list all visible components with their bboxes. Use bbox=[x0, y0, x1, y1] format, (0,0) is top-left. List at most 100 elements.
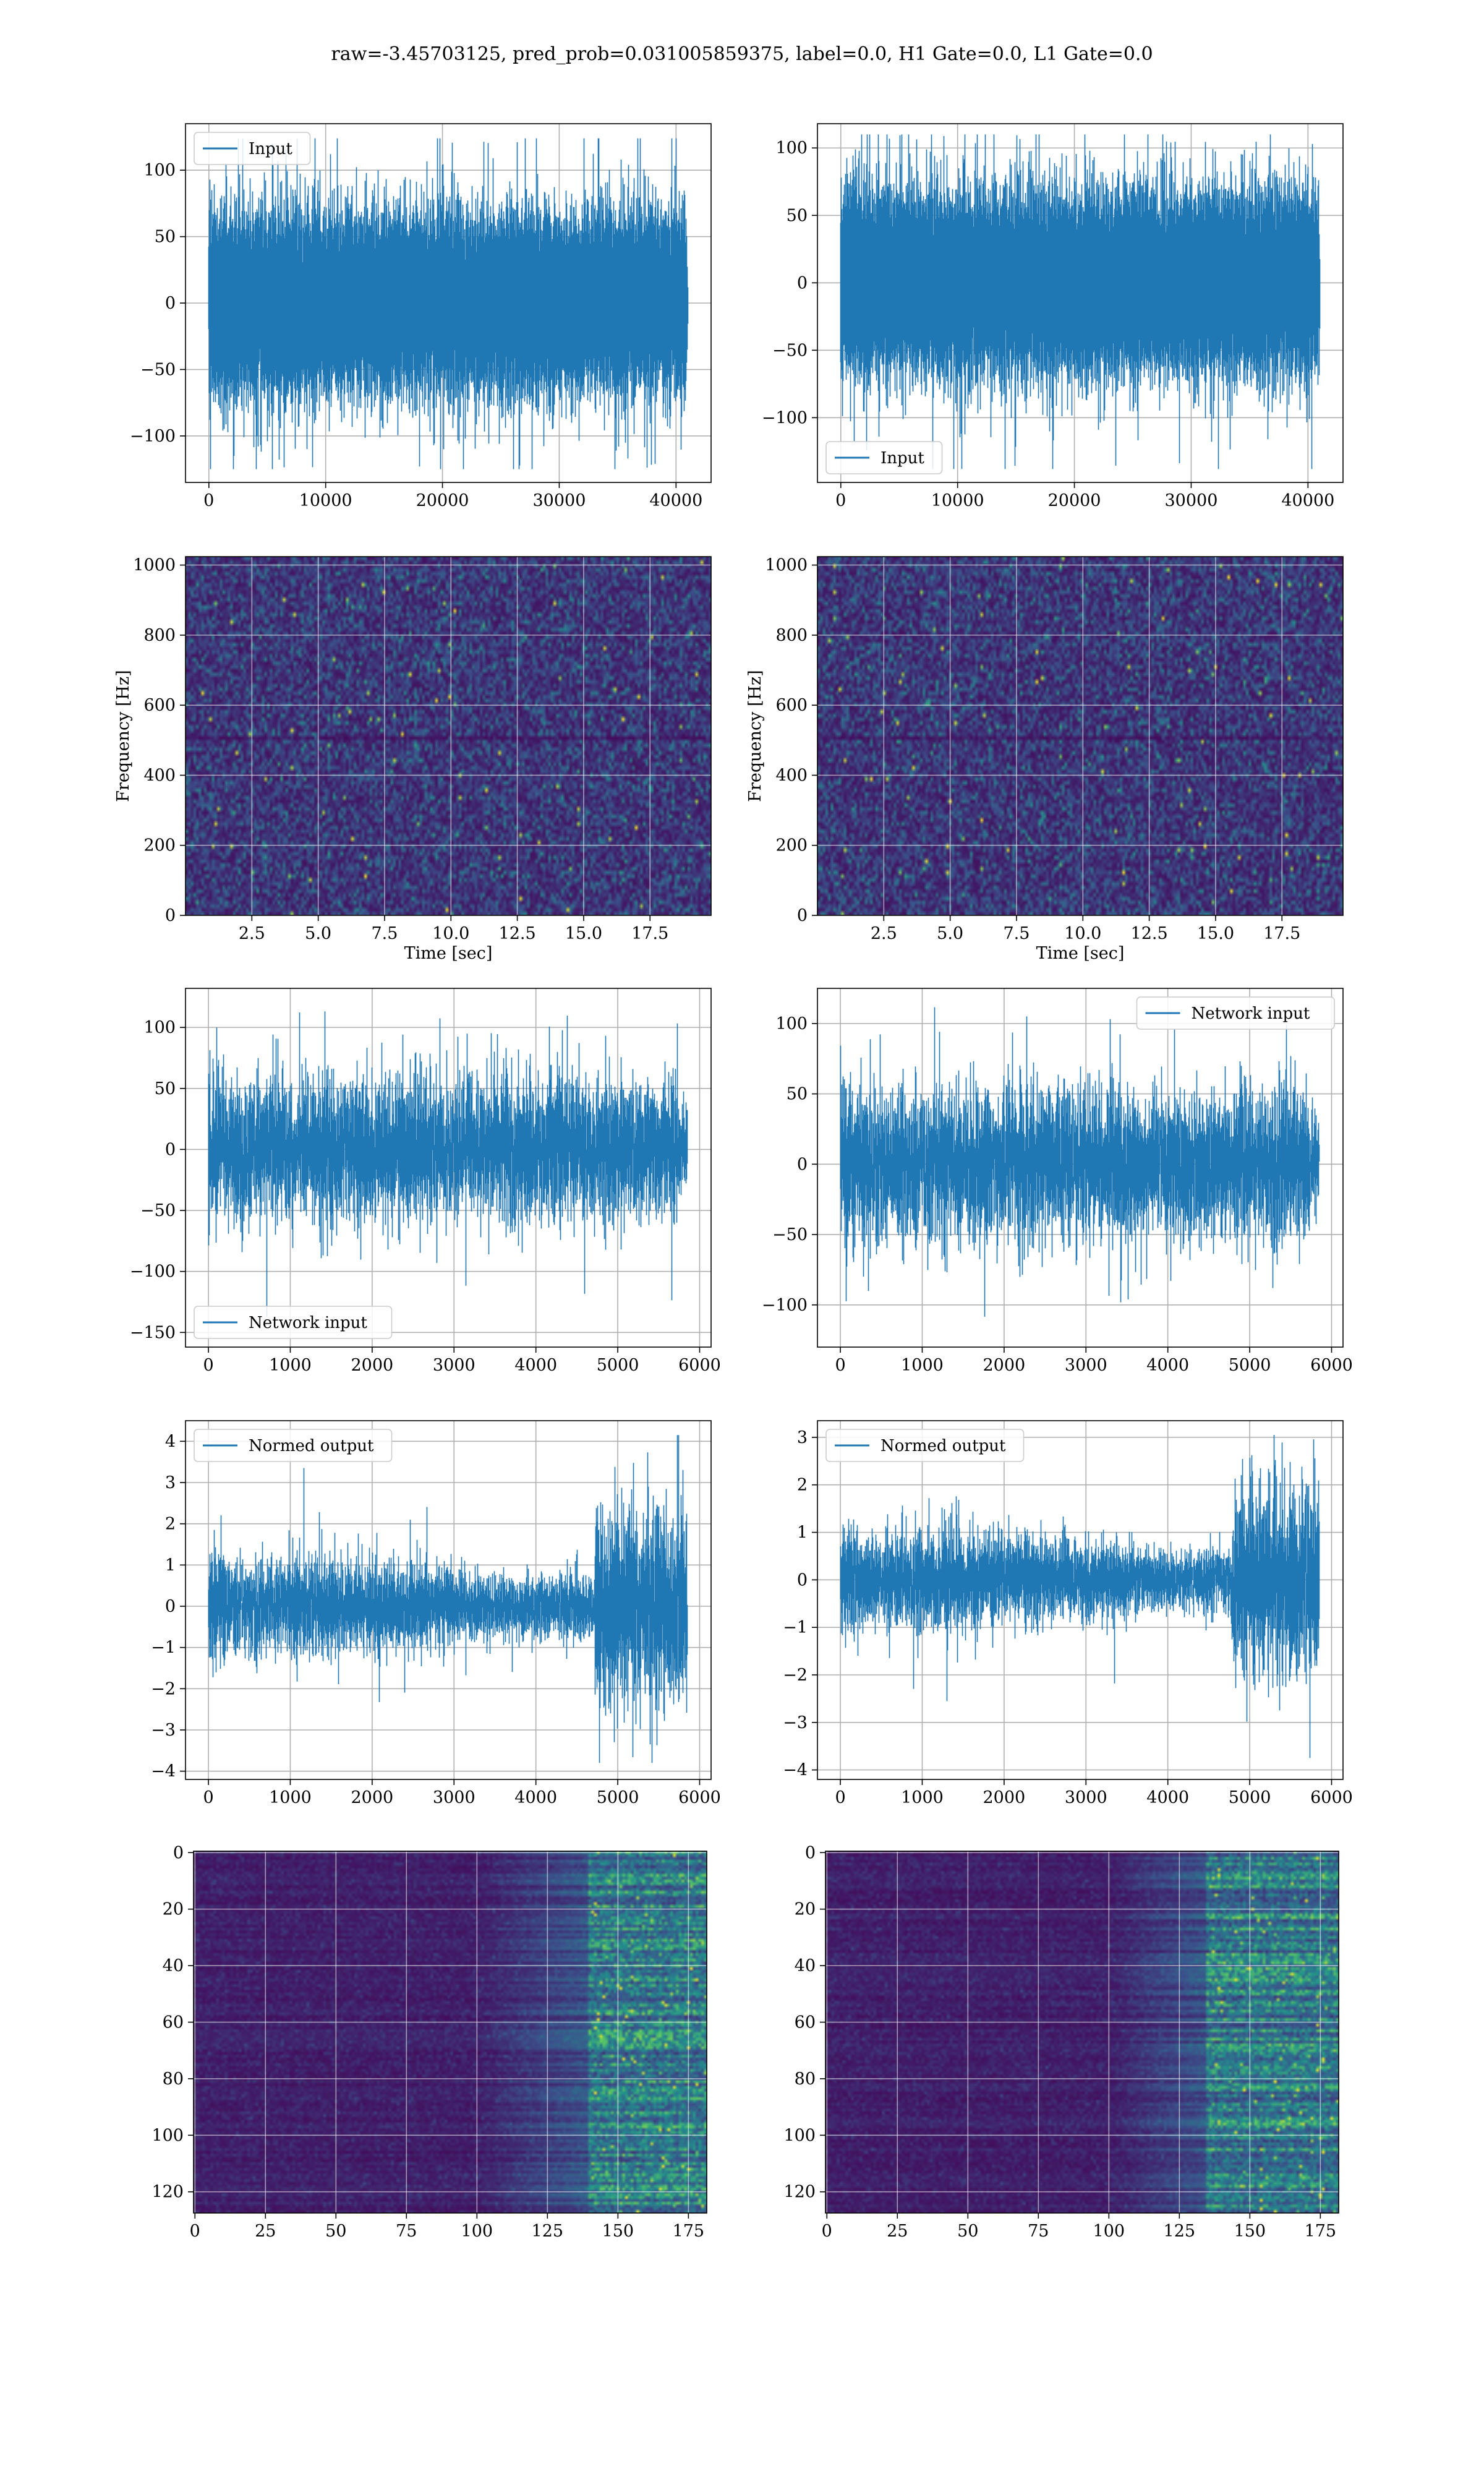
y-tick-label: 200 bbox=[143, 836, 176, 855]
y-tick-label: 200 bbox=[775, 836, 808, 855]
legend: Normed output bbox=[194, 1429, 393, 1462]
y-tick-label: 120 bbox=[783, 2183, 816, 2202]
y-tick-label: 80 bbox=[795, 2070, 816, 2089]
y-tick-label: 400 bbox=[143, 766, 176, 785]
x-tick-label: 0 bbox=[822, 2222, 832, 2241]
x-tick-label: 0 bbox=[835, 1788, 845, 1807]
series-line bbox=[208, 138, 689, 469]
figure-title: raw=-3.45703125, pred_prob=0.03100585937… bbox=[331, 43, 1153, 65]
y-tick-label: 3 bbox=[797, 1428, 808, 1447]
y-tick-label: 0 bbox=[165, 1597, 176, 1616]
y-tick-label: 0 bbox=[797, 1570, 808, 1590]
x-tick-label: 0 bbox=[203, 1788, 213, 1807]
y-tick-label: −100 bbox=[130, 427, 176, 446]
heatmap-image bbox=[825, 1851, 1339, 2213]
x-tick-label: 3000 bbox=[433, 1356, 475, 1375]
legend-box bbox=[194, 132, 311, 165]
x-tick-label: 7.5 bbox=[1003, 924, 1030, 943]
series-line bbox=[840, 134, 1321, 469]
chart-embedding-l1: 0 25 50 75 100 125 150 175 0 20 40 60 80 100 120 bbox=[783, 1845, 1339, 2241]
y-tick-label: 20 bbox=[795, 1900, 816, 1919]
x-tick-label: 175 bbox=[1305, 2222, 1337, 2241]
y-tick-label: 4 bbox=[165, 1432, 176, 1451]
legend-label: Network input bbox=[249, 1314, 367, 1332]
y-tick-label: 50 bbox=[155, 1079, 176, 1098]
x-tick-label: 6000 bbox=[678, 1356, 721, 1375]
chart-normed-output-h1: 0 1000 2000 3000 4000 5000 6000 −4 −3 −2 −1 0 1 2 3 4 No… bbox=[151, 1420, 721, 1807]
x-tick-label: 2.5 bbox=[239, 924, 265, 943]
x-tick-label: 0 bbox=[203, 1356, 213, 1375]
legend: Input bbox=[194, 132, 311, 165]
x-tick-label: 6000 bbox=[678, 1788, 721, 1807]
y-tick-label: 400 bbox=[775, 766, 808, 785]
y-tick-label: −50 bbox=[140, 1201, 176, 1220]
y-tick-label: 800 bbox=[143, 626, 176, 645]
x-tick-label: 0 bbox=[835, 491, 846, 510]
x-tick-label: 2000 bbox=[983, 1788, 1026, 1807]
y-tick-label: 40 bbox=[163, 1956, 184, 1975]
y-tick-label: 0 bbox=[165, 1140, 176, 1159]
x-tick-label: 100 bbox=[1093, 2222, 1125, 2241]
x-tick-label: 4000 bbox=[1146, 1356, 1189, 1375]
x-tick-label: 4000 bbox=[1146, 1788, 1189, 1807]
y-tick-label: 2 bbox=[165, 1515, 176, 1534]
y-tick-label: 120 bbox=[151, 2183, 184, 2202]
legend: Normed output bbox=[825, 1429, 1025, 1462]
x-tick-label: 10.0 bbox=[1064, 924, 1101, 943]
axes-frame bbox=[185, 556, 712, 916]
y-tick-label: −50 bbox=[772, 1225, 808, 1244]
chart-spectrogram-h1: 2.5 5.0 7.5 10.0 12.5 15.0 17.5 0 200 400 600 800 10… bbox=[114, 556, 712, 963]
y-tick-label: 1 bbox=[165, 1556, 176, 1575]
legend-box bbox=[825, 1429, 1025, 1462]
chart-embedding-h1: 0 25 50 75 100 125 150 175 0 20 40 60 80 100 120 bbox=[151, 1845, 707, 2241]
x-tick-label: 3000 bbox=[1065, 1356, 1107, 1375]
y-tick-label: 100 bbox=[775, 1014, 808, 1034]
x-tick-label: 2000 bbox=[983, 1356, 1026, 1375]
y-tick-label: −50 bbox=[140, 360, 176, 379]
y-tick-label: −100 bbox=[762, 408, 808, 427]
y-tick-label: −3 bbox=[151, 1721, 176, 1740]
x-tick-label: 4000 bbox=[514, 1356, 557, 1375]
y-tick-label: 50 bbox=[787, 1085, 808, 1104]
y-tick-label: 0 bbox=[173, 1845, 184, 1862]
x-tick-label: 5.0 bbox=[937, 924, 963, 943]
y-tick-label: 800 bbox=[775, 626, 808, 645]
legend-label: Normed output bbox=[881, 1437, 1006, 1455]
axes-frame bbox=[817, 123, 1344, 483]
y-tick-label: 100 bbox=[143, 1018, 176, 1037]
legend-box bbox=[194, 1429, 393, 1462]
x-tick-label: 1000 bbox=[901, 1788, 944, 1807]
x-tick-label: 75 bbox=[396, 2222, 417, 2241]
y-tick-label: −1 bbox=[783, 1618, 808, 1637]
x-tick-label: 10.0 bbox=[432, 924, 469, 943]
x-tick-label: 5000 bbox=[597, 1788, 639, 1807]
y-tick-label: 0 bbox=[797, 1155, 808, 1174]
heatmap-image bbox=[186, 557, 711, 915]
x-tick-label: 25 bbox=[255, 2222, 276, 2241]
x-tick-label: 1000 bbox=[269, 1356, 312, 1375]
y-tick-label: 0 bbox=[165, 294, 176, 313]
y-tick-label: −4 bbox=[783, 1761, 808, 1780]
legend-label: Network input bbox=[1192, 1004, 1310, 1023]
y-tick-label: 1000 bbox=[765, 556, 808, 575]
axes-frame bbox=[193, 1851, 707, 2214]
y-tick-label: 50 bbox=[787, 206, 808, 225]
x-tick-label: 75 bbox=[1028, 2222, 1049, 2241]
y-tick-label: 60 bbox=[795, 2013, 816, 2032]
y-tick-label: 100 bbox=[775, 139, 808, 158]
grid bbox=[825, 1851, 1339, 2213]
x-axis-label: Time [sec] bbox=[1036, 944, 1125, 963]
x-tick-label: 30000 bbox=[532, 491, 586, 510]
x-tick-label: 100 bbox=[461, 2222, 493, 2241]
y-tick-label: −100 bbox=[762, 1296, 808, 1315]
x-tick-label: 10000 bbox=[931, 491, 984, 510]
chart-network-input-l1: 0 1000 2000 3000 4000 5000 6000 −100 −50 0 50 100 Ne… bbox=[762, 988, 1353, 1375]
x-tick-label: 6000 bbox=[1310, 1356, 1353, 1375]
y-axis-label: Frequency [Hz] bbox=[114, 670, 133, 802]
series-line bbox=[208, 1011, 688, 1317]
y-tick-label: 1 bbox=[797, 1523, 808, 1543]
y-tick-label: 2 bbox=[797, 1476, 808, 1495]
x-tick-label: 2.5 bbox=[871, 924, 897, 943]
y-tick-label: 600 bbox=[143, 696, 176, 715]
legend-box bbox=[825, 441, 943, 474]
